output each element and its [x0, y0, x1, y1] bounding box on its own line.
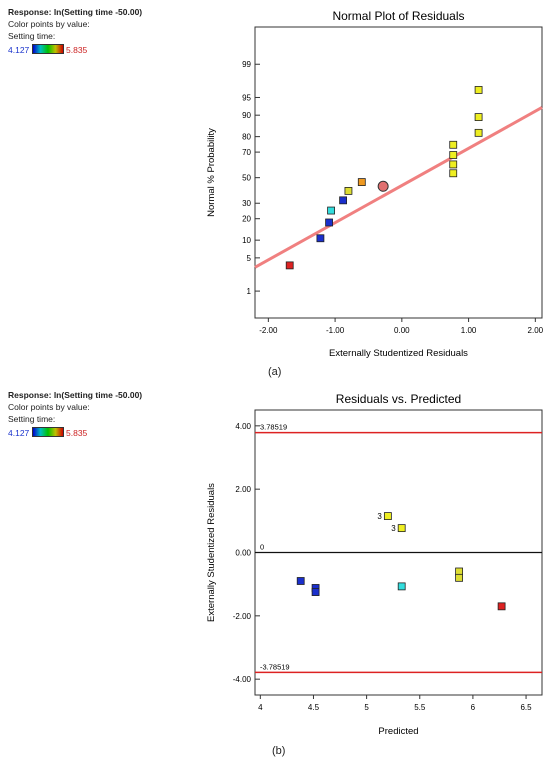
x-tick-label: 4.5 [308, 703, 320, 712]
data-point [474, 113, 483, 121]
variable-label: Setting time: [8, 414, 56, 424]
data-point [339, 196, 348, 205]
y-tick-label: 80 [242, 133, 251, 142]
data-point [296, 577, 305, 585]
color-gradient-bar [32, 44, 64, 54]
legend-block-a: Response: ln(Setting time -50.00) Color … [8, 6, 142, 57]
y-tick-label: -4.00 [233, 675, 252, 684]
limit-line-label: -3.78519 [260, 662, 290, 671]
point-count-label: 3 [391, 524, 396, 533]
color-scale: 4.127 5.835 [8, 43, 142, 57]
color-scale: 4.127 5.835 [8, 426, 142, 440]
y-tick-label: 5 [247, 254, 252, 263]
data-point [311, 588, 320, 596]
x-tick-label: -2.00 [259, 326, 278, 335]
y-tick-label: 90 [242, 111, 251, 120]
x-tick-label: 5.5 [414, 703, 426, 712]
y-tick-label: 95 [242, 93, 251, 102]
data-point [449, 160, 458, 169]
y-axis-label: Normal % Probability [206, 128, 217, 217]
color-gradient-bar [32, 427, 64, 437]
data-point [497, 602, 506, 611]
data-point [383, 512, 392, 520]
caption-a: (a) [268, 366, 282, 378]
y-tick-label: 4.00 [235, 422, 251, 431]
x-tick-label: 6 [471, 703, 476, 712]
y-tick-label: 0.00 [235, 549, 251, 558]
data-point [344, 187, 353, 195]
data-point [285, 261, 294, 270]
scale-min-label: 4.127 [8, 428, 30, 438]
data-point [474, 86, 483, 94]
x-tick-label: 6.5 [520, 703, 532, 712]
chart-title: Normal Plot of Residuals [332, 9, 464, 23]
y-tick-label: 30 [242, 199, 251, 208]
y-tick-label: 50 [242, 174, 251, 183]
data-point [397, 582, 406, 591]
y-tick-label: -2.00 [233, 612, 252, 621]
x-axis-label: Predicted [378, 726, 418, 737]
panel-a: Response: ln(Setting time -50.00) Color … [8, 6, 544, 378]
data-point [449, 140, 458, 149]
caption-b: (b) [272, 745, 286, 757]
scale-max-label: 5.835 [66, 45, 88, 55]
y-tick-label: 99 [242, 60, 251, 69]
point-count-label: 3 [377, 512, 382, 521]
x-axis-label: Externally Studentized Residuals [329, 348, 468, 359]
data-point [327, 206, 335, 215]
x-tick-label: 5 [364, 703, 369, 712]
residuals-vs-predicted-chart: Residuals vs. Predicted Predicted External… [206, 392, 543, 737]
reference-line [254, 106, 543, 269]
y-axis-label: Externally Studentized Residuals [206, 483, 217, 622]
data-point [455, 573, 463, 582]
y-tick-label: 70 [242, 148, 251, 157]
x-tick-label: -1.00 [326, 326, 345, 335]
legend-block-b: Response: ln(Setting time -50.00) Color … [8, 389, 142, 440]
variable-label: Setting time: [8, 31, 56, 41]
y-tick-label: 2.00 [235, 485, 251, 494]
center-marker [377, 180, 389, 192]
data-point [449, 169, 458, 178]
panel-b: Response: ln(Setting time -50.00) Color … [0, 383, 550, 765]
data-point [449, 151, 458, 159]
normal-plot-chart: Normal Plot of Residuals Externally Stude… [206, 9, 544, 359]
data-point [316, 234, 325, 243]
y-tick-label: 10 [242, 236, 251, 245]
x-tick-label: 0.00 [394, 326, 410, 335]
scale-min-label: 4.127 [8, 45, 30, 55]
chart-title: Residuals vs. Predicted [336, 392, 461, 406]
x-tick-label: 1.00 [461, 326, 477, 335]
data-point [325, 218, 333, 227]
limit-line-label: 3.78519 [260, 423, 287, 432]
color-by-label: Color points by value: [8, 19, 90, 29]
scale-max-label: 5.835 [66, 428, 88, 438]
x-tick-label: 4 [258, 703, 263, 712]
limit-line-label: 0 [260, 543, 264, 552]
data-point [357, 178, 366, 186]
y-tick-label: 20 [242, 215, 251, 224]
y-tick-label: 1 [247, 287, 252, 296]
color-by-label: Color points by value: [8, 402, 90, 412]
x-tick-label: 2.00 [528, 326, 544, 335]
data-point [474, 128, 483, 137]
response-label: Response: ln(Setting time -50.00) [8, 390, 143, 400]
plot-area [254, 26, 543, 319]
response-label: Response: ln(Setting time -50.00) [8, 7, 143, 17]
data-point [397, 524, 406, 533]
